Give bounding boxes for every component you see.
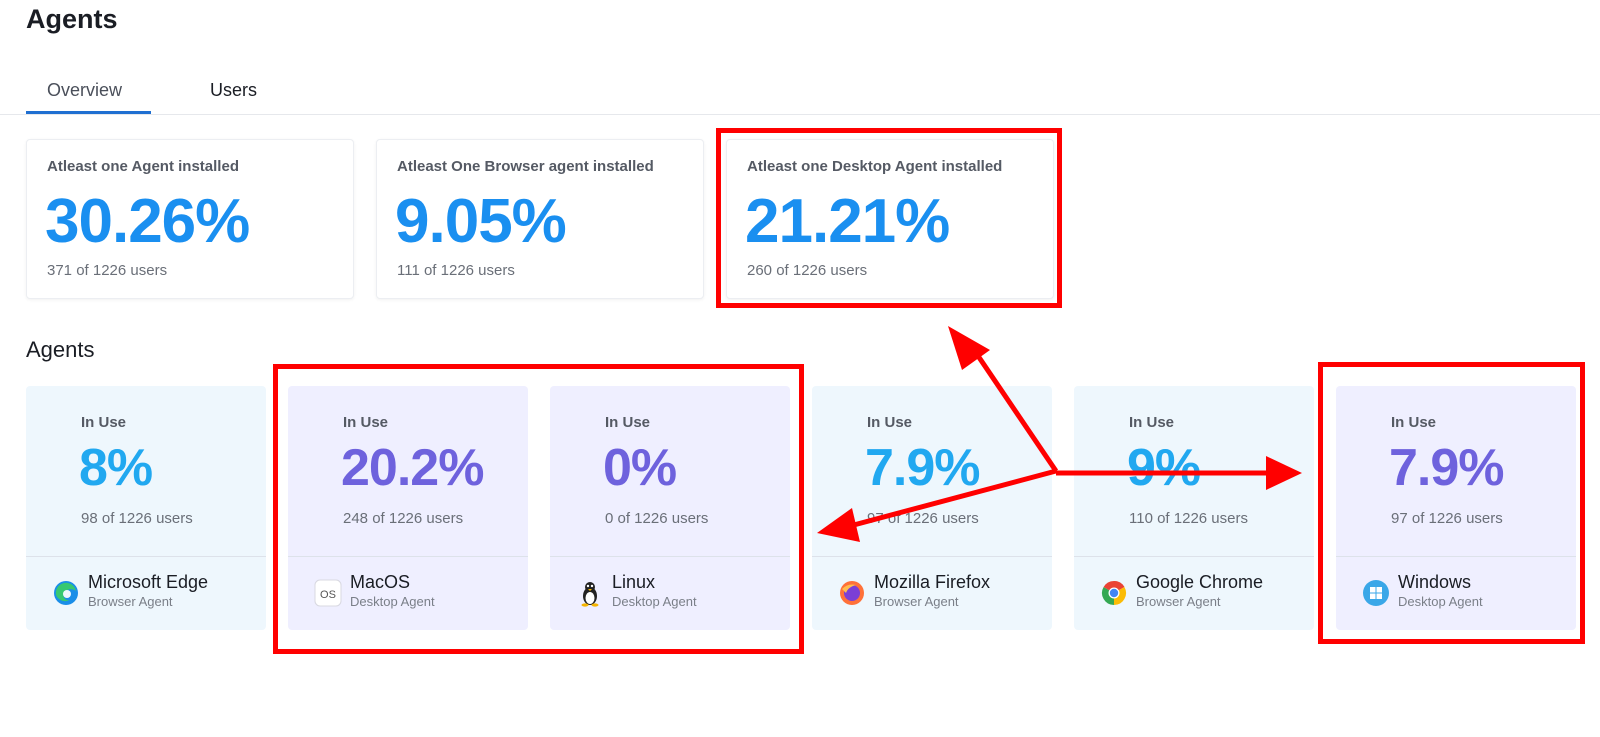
agent-card-chrome[interactable]: In Use 9% 110 of 1226 users Google Chrom… [1074,386,1314,630]
agent-type: Desktop Agent [1398,594,1483,609]
divider [1074,556,1314,557]
windows-icon [1363,580,1389,606]
usage-count: 98 of 1226 users [81,510,193,527]
stat-label: Atleast one Desktop Agent installed [747,158,1003,175]
edge-icon [54,581,78,605]
stat-label: Atleast one Agent installed [47,158,239,175]
agent-card-linux[interactable]: In Use 0% 0 of 1226 users Linux Desktop … [550,386,790,630]
stat-subtext: 260 of 1226 users [747,262,868,279]
chrome-icon [1101,581,1127,605]
tab-overview[interactable]: Overview [47,80,123,100]
arrow-to-macos-linux [849,468,1057,529]
stat-value: 9.05% [395,187,567,256]
svg-text:OS: OS [320,589,336,601]
usage-percent: 9% [1127,439,1201,497]
usage-percent: 20.2% [341,439,484,497]
in-use-label: In Use [605,414,651,431]
agent-name: Windows [1398,572,1472,592]
stat-label: Atleast One Browser agent installed [397,158,654,175]
agent-card-windows[interactable]: In Use 7.9% 97 of 1226 users Windows Des… [1336,386,1576,630]
in-use-label: In Use [1129,414,1175,431]
usage-count: 97 of 1226 users [1391,510,1503,527]
in-use-label: In Use [1391,414,1437,431]
page-title: Agents [26,4,118,34]
arrowhead-up [948,326,990,370]
stat-subtext: 111 of 1226 users [397,262,515,279]
agent-card-macos[interactable]: In Use 20.2% 248 of 1226 users OS MacOS … [288,386,528,630]
usage-percent: 7.9% [1389,439,1505,497]
active-tab-indicator [26,111,151,114]
arrowhead-left [817,508,860,542]
stat-card-browser-agent: Atleast One Browser agent installed 9.05… [376,139,704,299]
stat-card-any-agent: Atleast one Agent installed 30.26% 371 o… [26,139,354,299]
usage-count: 248 of 1226 users [343,510,464,527]
usage-count: 0 of 1226 users [605,510,709,527]
stat-value: 21.21% [745,187,950,256]
agent-type: Desktop Agent [350,594,435,609]
agent-type: Browser Agent [88,594,173,609]
usage-percent: 8% [79,439,153,497]
agent-card-edge[interactable]: In Use 8% 98 of 1226 users Microsoft Edg… [26,386,266,630]
in-use-label: In Use [81,414,127,431]
stat-value: 30.26% [45,187,250,256]
agent-name: Google Chrome [1136,572,1264,592]
divider [288,556,528,557]
divider [550,556,790,557]
usage-count: 110 of 1226 users [1129,510,1248,527]
in-use-label: In Use [867,414,913,431]
in-use-label: In Use [343,414,389,431]
divider [26,556,266,557]
divider [812,556,1052,557]
arrowhead-right [1266,456,1302,490]
agent-name: MacOS [350,572,411,592]
tab-bar: Overview Users [0,68,1600,115]
agent-type: Browser Agent [1136,594,1221,609]
agent-name: Linux [612,572,656,592]
tab-users[interactable]: Users [210,80,258,100]
usage-percent: 7.9% [865,439,981,497]
divider [1336,556,1576,557]
agent-type: Desktop Agent [612,594,697,609]
firefox-icon [840,581,864,605]
agent-type: Browser Agent [874,594,959,609]
stat-subtext: 371 of 1226 users [47,262,168,279]
arrow-to-desktop-stat [967,342,1059,473]
section-title: Agents [26,337,95,362]
linux-icon [581,582,599,607]
usage-percent: 0% [603,439,677,497]
macos-icon: OS [314,579,342,607]
agent-name: Microsoft Edge [88,572,209,592]
agent-name: Mozilla Firefox [874,572,991,592]
stat-card-desktop-agent: Atleast one Desktop Agent installed 21.2… [726,139,1054,299]
